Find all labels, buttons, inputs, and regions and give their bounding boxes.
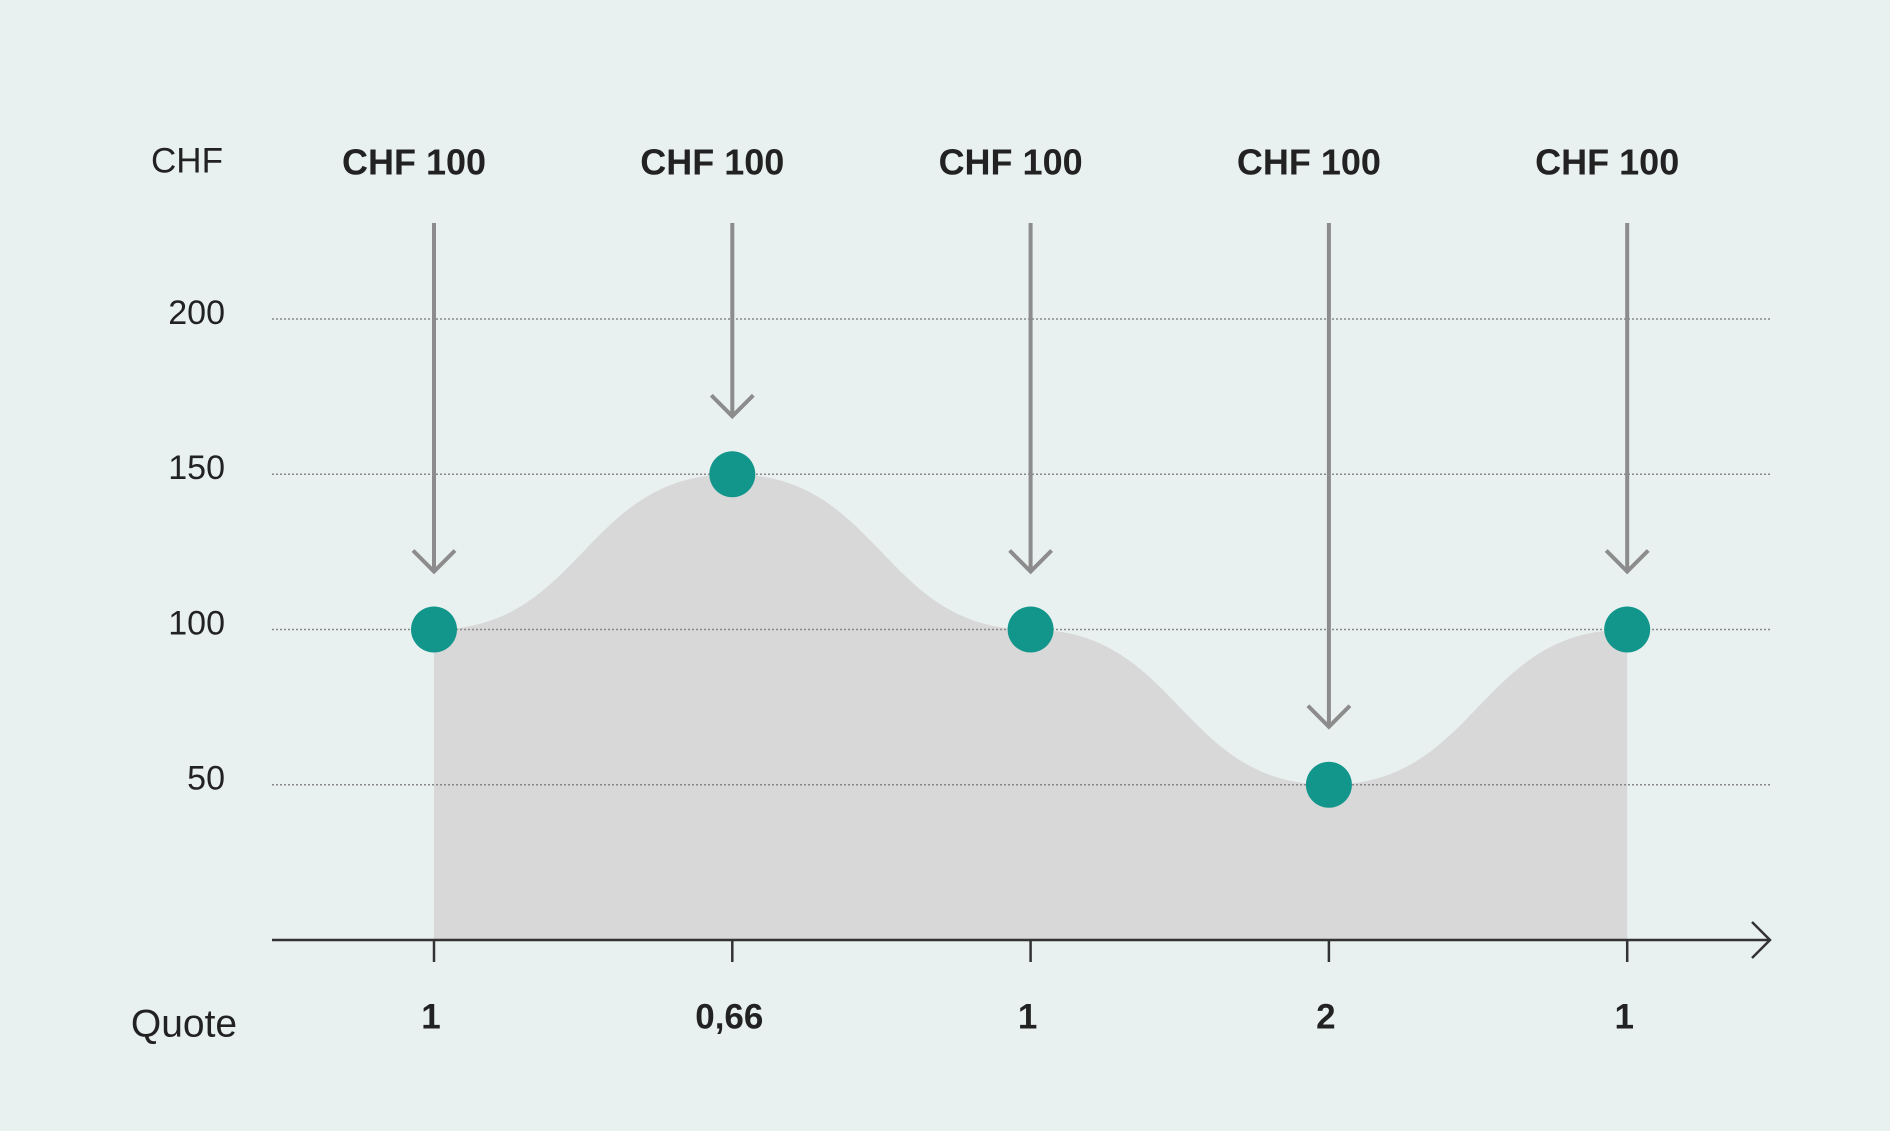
y-tick-label: 150 [168,449,225,487]
arrow-head [1604,549,1650,575]
point [1305,761,1352,808]
annotation: CHF 100 [640,142,784,183]
x-tick-label: 1 [421,997,440,1036]
annotation: CHF 100 [939,142,1083,183]
annotation: CHF 100 [1535,142,1679,183]
arrow-head [1306,704,1352,730]
y-tick-label: 200 [168,294,225,332]
x-axis-label: Quote [131,1002,237,1045]
point [709,451,756,498]
point [1007,606,1054,653]
x-tick-label: 1 [1018,997,1037,1036]
y-tick-label: 100 [168,604,225,642]
arrow-head [709,393,755,420]
annotation: CHF 100 [1237,142,1381,183]
point [1604,606,1651,653]
x-tick-label: 2 [1316,997,1335,1036]
arrow-head [411,549,457,575]
x-axis-arrow [1751,921,1772,959]
x-tick-label: 0,66 [695,997,763,1036]
area [434,474,1628,940]
y-axis-label: CHF [151,141,223,180]
arrow-head [1008,549,1054,575]
x-tick-label: 1 [1614,997,1633,1036]
annotation: CHF 100 [342,142,486,183]
point [411,606,457,653]
y-tick-label: 50 [187,760,225,798]
